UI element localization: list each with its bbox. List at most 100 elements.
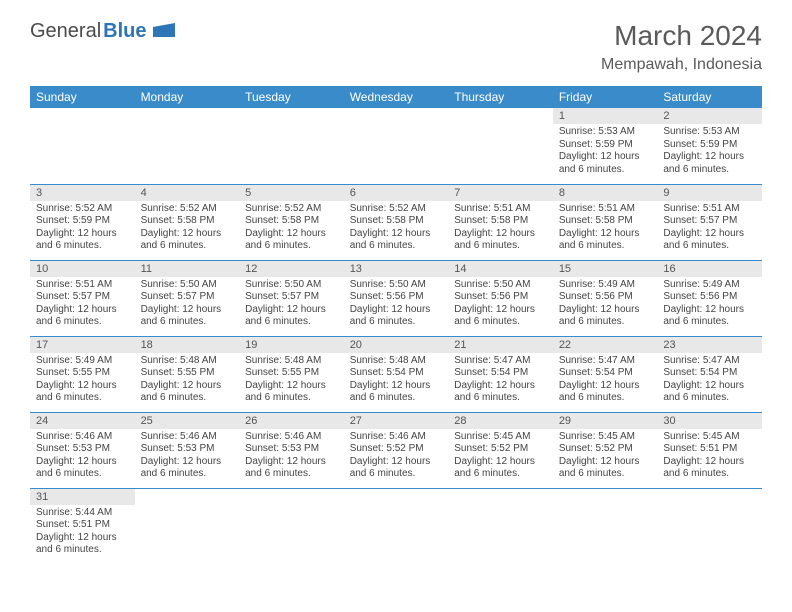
day-line-d1: Daylight: 12 hours [559, 456, 652, 469]
calendar-cell: 7Sunrise: 5:51 AMSunset: 5:58 PMDaylight… [448, 184, 553, 260]
calendar-cell-empty [135, 488, 240, 564]
day-line-d1: Daylight: 12 hours [350, 456, 443, 469]
calendar-cell-empty [657, 488, 762, 564]
day-line-d1: Daylight: 12 hours [454, 456, 547, 469]
day-line-d2: and 6 minutes. [454, 316, 547, 329]
day-details: Sunrise: 5:52 AMSunset: 5:58 PMDaylight:… [239, 201, 344, 257]
day-line-d1: Daylight: 12 hours [141, 304, 234, 317]
day-line-ss: Sunset: 5:53 PM [141, 443, 234, 456]
day-line-ss: Sunset: 5:59 PM [559, 139, 652, 152]
calendar-table: SundayMondayTuesdayWednesdayThursdayFrid… [30, 86, 762, 564]
day-line-d1: Daylight: 12 hours [245, 228, 338, 241]
calendar-cell: 21Sunrise: 5:47 AMSunset: 5:54 PMDayligh… [448, 336, 553, 412]
day-number: 4 [135, 185, 240, 201]
calendar-cell: 28Sunrise: 5:45 AMSunset: 5:52 PMDayligh… [448, 412, 553, 488]
calendar-cell-empty [239, 108, 344, 184]
day-number: 16 [657, 261, 762, 277]
day-details: Sunrise: 5:51 AMSunset: 5:58 PMDaylight:… [448, 201, 553, 257]
day-line-ss: Sunset: 5:58 PM [454, 215, 547, 228]
day-details: Sunrise: 5:46 AMSunset: 5:53 PMDaylight:… [239, 429, 344, 485]
day-line-d2: and 6 minutes. [245, 468, 338, 481]
day-line-ss: Sunset: 5:56 PM [350, 291, 443, 304]
day-line-d2: and 6 minutes. [559, 316, 652, 329]
day-line-sr: Sunrise: 5:53 AM [663, 126, 756, 139]
day-number: 24 [30, 413, 135, 429]
day-details: Sunrise: 5:51 AMSunset: 5:57 PMDaylight:… [30, 277, 135, 333]
calendar-cell-empty [448, 488, 553, 564]
day-line-sr: Sunrise: 5:46 AM [245, 431, 338, 444]
title-block: March 2024 Mempawah, Indonesia [601, 20, 762, 74]
calendar-cell: 6Sunrise: 5:52 AMSunset: 5:58 PMDaylight… [344, 184, 449, 260]
day-details: Sunrise: 5:49 AMSunset: 5:56 PMDaylight:… [553, 277, 658, 333]
day-details: Sunrise: 5:48 AMSunset: 5:55 PMDaylight:… [239, 353, 344, 409]
day-line-sr: Sunrise: 5:51 AM [663, 203, 756, 216]
day-line-d1: Daylight: 12 hours [245, 456, 338, 469]
calendar-cell: 5Sunrise: 5:52 AMSunset: 5:58 PMDaylight… [239, 184, 344, 260]
day-line-d1: Daylight: 12 hours [245, 380, 338, 393]
day-line-ss: Sunset: 5:55 PM [141, 367, 234, 380]
day-line-d2: and 6 minutes. [245, 240, 338, 253]
day-details: Sunrise: 5:46 AMSunset: 5:53 PMDaylight:… [30, 429, 135, 485]
day-details: Sunrise: 5:50 AMSunset: 5:57 PMDaylight:… [135, 277, 240, 333]
day-line-ss: Sunset: 5:51 PM [663, 443, 756, 456]
day-line-d1: Daylight: 12 hours [350, 228, 443, 241]
day-line-d2: and 6 minutes. [663, 392, 756, 405]
day-details: Sunrise: 5:50 AMSunset: 5:56 PMDaylight:… [448, 277, 553, 333]
calendar-cell: 24Sunrise: 5:46 AMSunset: 5:53 PMDayligh… [30, 412, 135, 488]
day-line-sr: Sunrise: 5:53 AM [559, 126, 652, 139]
weekday-header: Monday [135, 86, 240, 108]
weekday-header: Saturday [657, 86, 762, 108]
day-line-sr: Sunrise: 5:50 AM [454, 279, 547, 292]
day-line-ss: Sunset: 5:55 PM [245, 367, 338, 380]
day-number: 6 [344, 185, 449, 201]
day-number: 1 [553, 108, 658, 124]
day-line-sr: Sunrise: 5:48 AM [350, 355, 443, 368]
day-line-d1: Daylight: 12 hours [36, 380, 129, 393]
day-line-ss: Sunset: 5:53 PM [245, 443, 338, 456]
day-line-d2: and 6 minutes. [454, 392, 547, 405]
day-line-d2: and 6 minutes. [559, 240, 652, 253]
day-line-d2: and 6 minutes. [663, 468, 756, 481]
day-line-d1: Daylight: 12 hours [559, 380, 652, 393]
calendar-row: 31Sunrise: 5:44 AMSunset: 5:51 PMDayligh… [30, 488, 762, 564]
weekday-header: Thursday [448, 86, 553, 108]
day-line-d1: Daylight: 12 hours [454, 304, 547, 317]
calendar-cell: 1Sunrise: 5:53 AMSunset: 5:59 PMDaylight… [553, 108, 658, 184]
day-line-sr: Sunrise: 5:47 AM [454, 355, 547, 368]
day-line-d1: Daylight: 12 hours [663, 228, 756, 241]
day-line-d1: Daylight: 12 hours [663, 304, 756, 317]
day-details: Sunrise: 5:48 AMSunset: 5:55 PMDaylight:… [135, 353, 240, 409]
day-line-d2: and 6 minutes. [559, 164, 652, 177]
calendar-cell: 15Sunrise: 5:49 AMSunset: 5:56 PMDayligh… [553, 260, 658, 336]
day-line-ss: Sunset: 5:56 PM [559, 291, 652, 304]
calendar-row: 1Sunrise: 5:53 AMSunset: 5:59 PMDaylight… [30, 108, 762, 184]
calendar-cell-empty [135, 108, 240, 184]
day-line-ss: Sunset: 5:56 PM [454, 291, 547, 304]
day-details: Sunrise: 5:53 AMSunset: 5:59 PMDaylight:… [657, 124, 762, 180]
day-number: 30 [657, 413, 762, 429]
calendar-row: 10Sunrise: 5:51 AMSunset: 5:57 PMDayligh… [30, 260, 762, 336]
day-line-ss: Sunset: 5:54 PM [454, 367, 547, 380]
day-number: 28 [448, 413, 553, 429]
day-line-d2: and 6 minutes. [663, 164, 756, 177]
day-line-ss: Sunset: 5:59 PM [663, 139, 756, 152]
calendar-cell-empty [553, 488, 658, 564]
calendar-cell: 3Sunrise: 5:52 AMSunset: 5:59 PMDaylight… [30, 184, 135, 260]
calendar-cell: 9Sunrise: 5:51 AMSunset: 5:57 PMDaylight… [657, 184, 762, 260]
calendar-cell: 16Sunrise: 5:49 AMSunset: 5:56 PMDayligh… [657, 260, 762, 336]
calendar-cell-empty [344, 488, 449, 564]
day-line-sr: Sunrise: 5:52 AM [36, 203, 129, 216]
day-line-d1: Daylight: 12 hours [245, 304, 338, 317]
day-number: 13 [344, 261, 449, 277]
day-line-sr: Sunrise: 5:49 AM [36, 355, 129, 368]
day-line-d1: Daylight: 12 hours [663, 456, 756, 469]
day-number: 27 [344, 413, 449, 429]
day-line-d2: and 6 minutes. [36, 544, 129, 557]
day-line-d2: and 6 minutes. [245, 316, 338, 329]
day-line-ss: Sunset: 5:58 PM [350, 215, 443, 228]
day-line-d1: Daylight: 12 hours [141, 456, 234, 469]
day-line-d2: and 6 minutes. [559, 392, 652, 405]
day-number: 31 [30, 489, 135, 505]
day-line-sr: Sunrise: 5:45 AM [663, 431, 756, 444]
day-details: Sunrise: 5:49 AMSunset: 5:56 PMDaylight:… [657, 277, 762, 333]
